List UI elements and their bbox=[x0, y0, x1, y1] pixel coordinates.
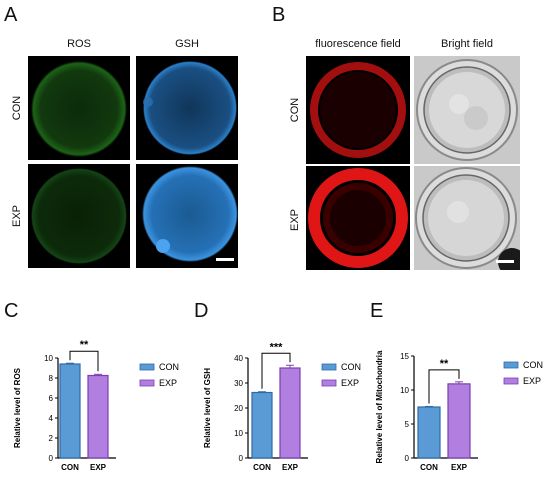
x-tick-label: CON bbox=[61, 463, 79, 472]
legend-label-exp: EXP bbox=[523, 376, 541, 386]
significance-bracket bbox=[261, 352, 291, 389]
y-tick-label: 10 bbox=[400, 386, 409, 395]
bar-con bbox=[251, 391, 273, 459]
bar-exp bbox=[447, 383, 471, 459]
legend-swatch-con bbox=[503, 361, 519, 369]
y-tick-label: 8 bbox=[49, 374, 54, 383]
panel-b-col-fluorescence: fluorescence field bbox=[315, 38, 401, 50]
y-tick-label: 30 bbox=[234, 379, 243, 388]
panel-a-row-exp: EXP bbox=[11, 205, 23, 228]
micrograph-gsh-exp bbox=[136, 164, 238, 268]
y-tick-label: 40 bbox=[234, 354, 243, 363]
micrograph-ros-con bbox=[28, 56, 130, 160]
micrograph-bright-exp bbox=[414, 166, 520, 270]
y-tick-label: 4 bbox=[49, 414, 54, 423]
panel-label-a: A bbox=[4, 4, 18, 26]
y-tick-label: 20 bbox=[234, 404, 243, 413]
x-tick-label: CON bbox=[253, 463, 271, 472]
micrograph-fluor-con bbox=[306, 56, 410, 164]
panel-a-row-con: CON bbox=[11, 95, 23, 121]
chart-mitochondria: 0 5 10 15 Relative level of Mitochondria CON E… bbox=[375, 350, 543, 472]
y-axis-label: Relative level of GSH bbox=[203, 368, 212, 448]
y-tick-label: 10 bbox=[234, 429, 243, 438]
chart-gsh: 0 10 20 30 40 Relative level of GSH CON EXP *** C… bbox=[203, 341, 361, 472]
x-tick-label: EXP bbox=[90, 463, 107, 472]
micrograph-bright-con bbox=[414, 56, 520, 164]
significance-marker: ** bbox=[80, 339, 89, 351]
legend-label-con: CON bbox=[159, 362, 179, 372]
panel-b-row-con: CON bbox=[289, 97, 301, 123]
scale-bar bbox=[216, 258, 234, 261]
micrograph-gsh-con bbox=[136, 56, 238, 160]
legend-swatch-exp bbox=[503, 377, 519, 385]
scale-bar bbox=[496, 260, 514, 263]
significance-bracket bbox=[428, 369, 460, 404]
significance-bracket bbox=[69, 350, 99, 372]
panel-label-c: C bbox=[4, 300, 19, 322]
chart-ros: 0 2 4 6 8 10 Relative level of ROS CON EXP ** CON E… bbox=[13, 339, 179, 472]
y-tick-label: 2 bbox=[49, 434, 54, 443]
legend-label-exp: EXP bbox=[341, 378, 359, 388]
panel-a-col-gsh: GSH bbox=[175, 38, 199, 50]
legend-swatch-con bbox=[139, 363, 155, 371]
bar-exp bbox=[279, 367, 301, 459]
micrograph-fluor-exp bbox=[306, 166, 410, 270]
significance-marker: *** bbox=[270, 341, 284, 353]
legend-swatch-con bbox=[321, 363, 337, 371]
legend-swatch-exp bbox=[321, 379, 337, 387]
legend-swatch-exp bbox=[139, 379, 155, 387]
panel-label-d: D bbox=[194, 300, 209, 322]
x-tick-label: EXP bbox=[451, 463, 468, 472]
significance-marker: ** bbox=[440, 358, 449, 370]
x-tick-label: CON bbox=[420, 463, 438, 472]
bar-con bbox=[417, 406, 441, 459]
y-tick-label: 15 bbox=[400, 352, 409, 361]
y-tick-label: 0 bbox=[239, 454, 244, 463]
panel-label-b: B bbox=[272, 4, 286, 26]
bar-exp bbox=[87, 374, 109, 459]
panel-b-row-exp: EXP bbox=[289, 209, 301, 232]
panel-a-col-ros: ROS bbox=[67, 38, 91, 50]
legend-label-con: CON bbox=[341, 362, 361, 372]
micrograph-ros-exp bbox=[28, 164, 130, 268]
y-tick-label: 0 bbox=[405, 454, 410, 463]
bar-con bbox=[59, 363, 81, 459]
panel-label-e: E bbox=[370, 300, 384, 322]
y-tick-label: 0 bbox=[49, 454, 54, 463]
y-tick-label: 5 bbox=[405, 420, 410, 429]
x-tick-label: EXP bbox=[282, 463, 299, 472]
y-axis-label: Relative level of ROS bbox=[13, 367, 22, 448]
y-axis-label: Relative level of Mitochondria bbox=[375, 350, 384, 463]
y-tick-label: 6 bbox=[49, 394, 54, 403]
panel-b-col-bright: Bright field bbox=[441, 38, 493, 50]
legend-label-exp: EXP bbox=[159, 378, 177, 388]
legend-label-con: CON bbox=[523, 360, 543, 370]
y-tick-label: 10 bbox=[44, 354, 53, 363]
